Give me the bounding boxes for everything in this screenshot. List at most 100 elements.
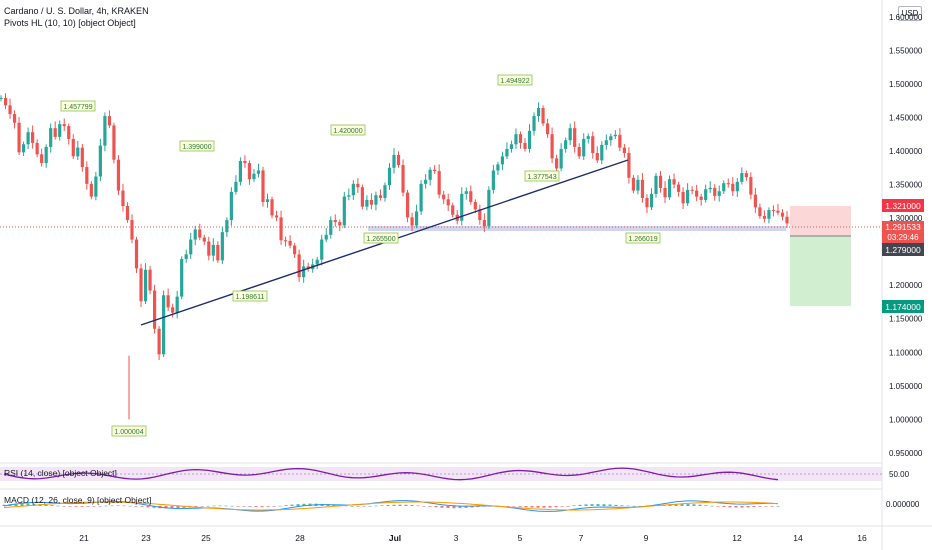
candle-body[interactable]: [658, 175, 663, 188]
candle-body[interactable]: [753, 194, 757, 208]
candle-body[interactable]: [157, 328, 161, 355]
candle-body[interactable]: [776, 210, 780, 213]
candle-body[interactable]: [545, 123, 550, 135]
candle-body[interactable]: [333, 220, 337, 223]
candle-body[interactable]: [175, 296, 179, 313]
candle-body[interactable]: [405, 192, 410, 218]
candle-body[interactable]: [378, 195, 383, 198]
candle-body[interactable]: [225, 220, 229, 233]
candle-body[interactable]: [686, 189, 690, 204]
support-band[interactable]: [368, 226, 786, 231]
candle-body[interactable]: [667, 179, 672, 198]
candle-body[interactable]: [315, 259, 319, 265]
candle-body[interactable]: [735, 181, 739, 192]
candle-body[interactable]: [726, 183, 730, 185]
candle-body[interactable]: [0, 97, 3, 99]
candle-body[interactable]: [220, 232, 224, 261]
candle-body[interactable]: [478, 209, 482, 221]
candle-body[interactable]: [514, 134, 518, 145]
candle-body[interactable]: [130, 220, 134, 240]
rsi-label[interactable]: RSI (14, close) [object Object]: [4, 468, 117, 478]
candle-body[interactable]: [252, 173, 256, 180]
candle-body[interactable]: [487, 189, 491, 227]
candle-body[interactable]: [40, 154, 44, 164]
candle-body[interactable]: [76, 147, 80, 157]
candle-body[interactable]: [518, 134, 523, 143]
candle-body[interactable]: [387, 167, 392, 186]
candle-body[interactable]: [464, 191, 468, 194]
candle-body[interactable]: [762, 216, 767, 219]
candle-body[interactable]: [591, 136, 595, 153]
candle-body[interactable]: [559, 148, 563, 169]
candle-body[interactable]: [708, 187, 712, 190]
candle-body[interactable]: [536, 108, 541, 117]
candle-body[interactable]: [442, 194, 446, 200]
indicator-label[interactable]: Pivots HL (10, 10) [object Object]: [4, 18, 136, 28]
candle-body[interactable]: [53, 128, 57, 137]
candle-body[interactable]: [649, 193, 654, 208]
candle-body[interactable]: [94, 176, 98, 197]
candle-body[interactable]: [731, 183, 735, 192]
candle-body[interactable]: [234, 181, 238, 192]
candle-body[interactable]: [80, 147, 84, 168]
candle-body[interactable]: [500, 156, 505, 165]
candle-body[interactable]: [193, 229, 197, 240]
candle-body[interactable]: [460, 193, 464, 221]
candle-body[interactable]: [622, 147, 626, 153]
candle-body[interactable]: [654, 175, 658, 194]
candle-body[interactable]: [256, 170, 261, 174]
candle-body[interactable]: [582, 138, 586, 157]
candle-body[interactable]: [532, 116, 536, 131]
candles[interactable]: [0, 93, 789, 420]
candle-body[interactable]: [148, 269, 152, 291]
candle-body[interactable]: [351, 183, 355, 196]
candle-body[interactable]: [451, 205, 455, 215]
currency-button[interactable]: USD: [898, 6, 922, 21]
candle-body[interactable]: [121, 190, 125, 207]
candle-body[interactable]: [627, 152, 631, 178]
candle-body[interactable]: [112, 125, 116, 160]
time-axis[interactable]: 21 23 25 28 Jul 3 5 7 9 12 14 16: [79, 533, 867, 543]
candle-body[interactable]: [573, 128, 577, 147]
candle-body[interactable]: [568, 128, 572, 141]
candle-body[interactable]: [396, 155, 401, 166]
signal-line[interactable]: [3, 501, 779, 511]
candle-body[interactable]: [356, 183, 360, 188]
candle-body[interactable]: [600, 144, 604, 161]
candle-body[interactable]: [446, 199, 450, 206]
candle-body[interactable]: [116, 159, 121, 191]
candle-body[interactable]: [152, 290, 157, 329]
candle-body[interactable]: [577, 146, 581, 157]
candle-body[interactable]: [297, 254, 301, 278]
candle-body[interactable]: [283, 240, 288, 242]
candle-body[interactable]: [166, 295, 170, 308]
candle-body[interactable]: [369, 199, 374, 205]
candle-body[interactable]: [428, 169, 432, 180]
candle-body[interactable]: [198, 229, 202, 238]
candle-body[interactable]: [771, 210, 776, 212]
candle-body[interactable]: [342, 196, 346, 226]
candle-body[interactable]: [695, 190, 699, 197]
candle-body[interactable]: [740, 173, 744, 182]
candle-body[interactable]: [780, 212, 785, 217]
candle-body[interactable]: [785, 216, 789, 224]
candle-body[interactable]: [329, 220, 333, 235]
candle-body[interactable]: [482, 220, 486, 227]
candle-body[interactable]: [744, 173, 748, 178]
candle-body[interactable]: [496, 164, 500, 171]
candle-body[interactable]: [324, 234, 328, 240]
candle-body[interactable]: [717, 191, 721, 196]
macd-label[interactable]: MACD (12, 26, close, 9) [object Object]: [4, 495, 151, 505]
candle-body[interactable]: [365, 199, 369, 207]
candle-body[interactable]: [564, 140, 568, 149]
candle-body[interactable]: [473, 201, 477, 210]
candle-body[interactable]: [704, 189, 708, 200]
candle-body[interactable]: [180, 259, 184, 297]
candle-body[interactable]: [288, 240, 292, 246]
candle-body[interactable]: [243, 161, 247, 164]
candle-body[interactable]: [143, 269, 148, 302]
candle-body[interactable]: [103, 116, 107, 146]
candle-body[interactable]: [713, 187, 717, 196]
candle-body[interactable]: [134, 239, 139, 269]
